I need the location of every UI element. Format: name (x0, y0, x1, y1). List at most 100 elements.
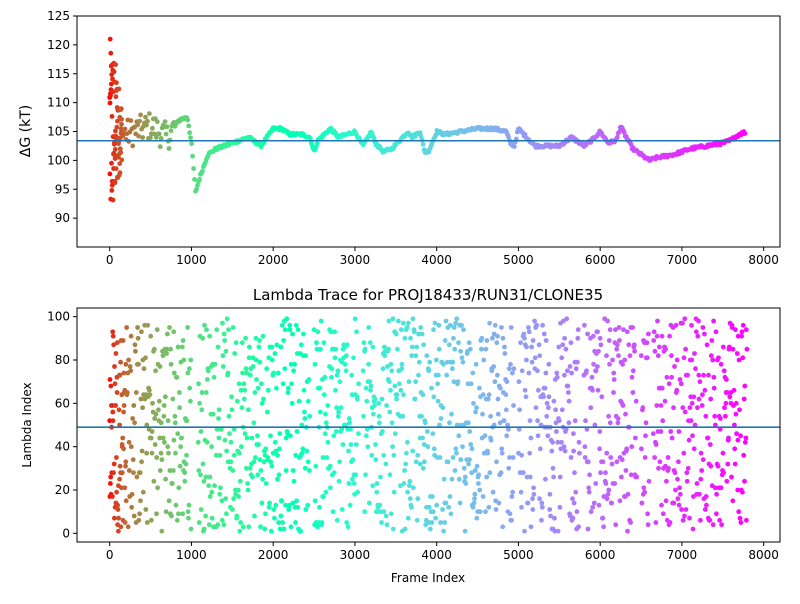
lambda-point (732, 446, 738, 452)
lambda-point (538, 422, 544, 428)
x-tick-label: 8000 (748, 548, 779, 562)
lambda-point (395, 346, 400, 352)
lambda-point (725, 461, 731, 467)
lambda-point (374, 481, 380, 486)
lambda-point (669, 374, 674, 380)
lambda-point (693, 366, 698, 372)
lambda-point (607, 327, 613, 333)
delta-g-point (108, 50, 114, 56)
lambda-point (440, 507, 445, 512)
y-tick-label: 80 (55, 353, 70, 367)
lambda-point (126, 439, 132, 445)
lambda-point (412, 396, 418, 402)
lambda-point (130, 457, 136, 463)
lambda-point (139, 459, 145, 465)
lambda-point (115, 502, 120, 508)
lambda-point (363, 472, 368, 478)
lambda-point (185, 370, 191, 376)
lambda-point (441, 528, 446, 534)
lambda-point (364, 433, 369, 439)
delta-g-point (162, 119, 168, 124)
lambda-point (108, 474, 114, 480)
lambda-point (445, 459, 451, 465)
lambda-point (583, 418, 588, 424)
lambda-point (257, 359, 263, 365)
lambda-point (726, 435, 731, 441)
lambda-point (328, 485, 333, 491)
lambda-point (519, 452, 524, 458)
lambda-point (293, 322, 299, 328)
lambda-point (330, 509, 336, 515)
lambda-point (305, 459, 311, 465)
lambda-point (702, 331, 707, 337)
lambda-point (367, 340, 373, 346)
lambda-point (537, 353, 543, 359)
lambda-point (294, 498, 299, 504)
lambda-point (295, 504, 301, 510)
lambda-point (224, 511, 229, 517)
lambda-point (658, 429, 664, 434)
lambda-point (567, 364, 573, 369)
lambda-point (115, 507, 121, 512)
lambda-point (659, 333, 665, 339)
delta-g-point (117, 161, 123, 167)
lambda-point (655, 318, 660, 324)
lambda-point (470, 370, 476, 376)
lambda-point (340, 442, 346, 447)
delta-g-point (136, 133, 142, 139)
lambda-point (429, 385, 434, 391)
lambda-point (469, 470, 475, 476)
lambda-point (420, 465, 426, 471)
delta-g-point (163, 131, 169, 137)
lambda-point (548, 513, 553, 519)
lambda-point (202, 322, 207, 328)
lambda-point (555, 439, 561, 445)
lambda-point (642, 489, 648, 495)
lambda-point (497, 420, 503, 426)
lambda-point (557, 474, 563, 480)
lambda-point (346, 448, 351, 454)
lambda-point (584, 426, 590, 432)
lambda-point (593, 481, 599, 486)
lambda-point (684, 478, 690, 484)
lambda-point (588, 405, 594, 411)
lambda-point (267, 500, 272, 506)
lambda-point (698, 517, 703, 523)
lambda-point (255, 433, 260, 439)
lambda-point (317, 385, 323, 391)
lambda-point (598, 470, 603, 476)
lambda-point (472, 468, 478, 473)
lambda-point (737, 515, 743, 521)
x-tick-label: 7000 (667, 253, 698, 267)
lambda-point (166, 498, 172, 504)
lambda-point (453, 320, 458, 326)
lambda-point (566, 420, 572, 426)
lambda-point (469, 446, 475, 452)
lambda-point (447, 494, 453, 499)
lambda-point (288, 433, 293, 439)
lambda-point (110, 409, 116, 415)
lambda-point (572, 470, 577, 476)
lambda-point (238, 387, 244, 393)
lambda-point (629, 444, 635, 450)
lambda-point (130, 416, 136, 421)
lambda-point (614, 459, 620, 465)
lambda-point (158, 420, 164, 426)
lambda-point (508, 325, 514, 330)
lambda-point (229, 407, 235, 413)
lambda-point (184, 418, 190, 424)
lambda-point (566, 390, 571, 395)
lambda-point (251, 459, 257, 465)
lambda-point (454, 422, 460, 428)
lambda-point (467, 429, 473, 434)
lambda-point (541, 331, 547, 337)
lambda-point (196, 520, 202, 525)
lambda-point (233, 340, 239, 346)
lambda-point (373, 442, 378, 447)
lambda-point (724, 377, 729, 382)
delta-g-point (112, 147, 118, 152)
lambda-point (244, 465, 249, 471)
lambda-point (386, 318, 392, 324)
lambda-point (495, 411, 501, 417)
lambda-point (188, 526, 194, 532)
